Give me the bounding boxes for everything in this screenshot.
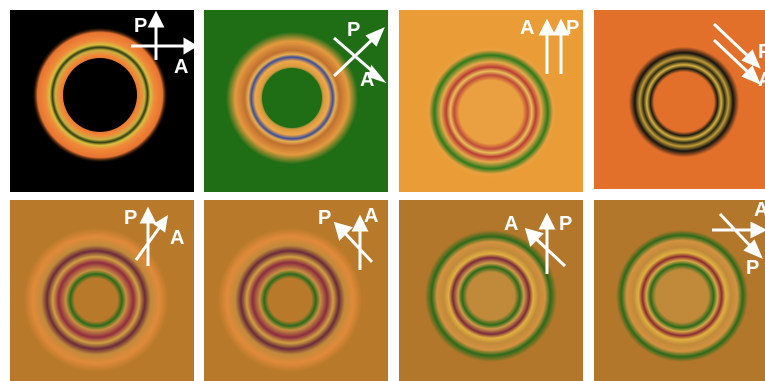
microscope-image: P A — [32, 10, 194, 163]
polarizer-label: P — [124, 207, 137, 229]
polarizer-label: P — [347, 19, 360, 41]
analyzer-label: A — [520, 17, 534, 39]
analyzer-label: A — [360, 69, 374, 91]
analyzer-label: A — [170, 227, 184, 249]
analyzer-label: A — [758, 69, 765, 91]
panel-rotated-4: A P — [594, 200, 765, 381]
panel-parallel-red-orange: P A — [594, 10, 765, 189]
analyzer-label: A — [754, 200, 765, 221]
crossed-arrows-icon — [131, 10, 194, 60]
polarizer-label: P — [318, 207, 331, 229]
panel-rotated-2: P A — [204, 200, 388, 381]
microscope-image: A P — [425, 212, 572, 362]
parallel-arrows-icon — [712, 22, 761, 85]
microscope-image: P A — [226, 19, 387, 164]
polarizer-label: P — [559, 213, 572, 235]
angled-arrows-icon — [524, 212, 567, 274]
microscope-image: A P — [616, 200, 765, 362]
panel-rotated-1: P A — [10, 200, 194, 381]
analyzer-label: A — [364, 205, 378, 227]
parallel-arrows-icon — [538, 18, 570, 74]
analyzer-label: A — [504, 213, 518, 235]
polarizer-label: P — [746, 257, 759, 279]
microscope-image: P A — [624, 22, 765, 162]
analyzer-label: A — [174, 56, 188, 78]
panel-crossed-black: P A — [10, 10, 194, 192]
microscope-image: P A — [218, 205, 378, 372]
panel-parallel-orange: A P — [399, 10, 583, 192]
polarizer-label: P — [134, 15, 147, 37]
panel-rotated-3: A P — [399, 200, 583, 381]
polarizer-label: P — [566, 17, 579, 39]
panel-crossed-green: P A — [204, 10, 388, 192]
polarizer-label: P — [758, 41, 765, 63]
microscope-image: P A — [24, 206, 184, 372]
angled-arrows-icon — [712, 212, 765, 259]
angled-arrows-icon — [333, 214, 374, 270]
microscope-image: A P — [425, 17, 579, 178]
crossed-arrows-icon — [332, 27, 387, 84]
angled-arrows-icon — [134, 206, 169, 266]
